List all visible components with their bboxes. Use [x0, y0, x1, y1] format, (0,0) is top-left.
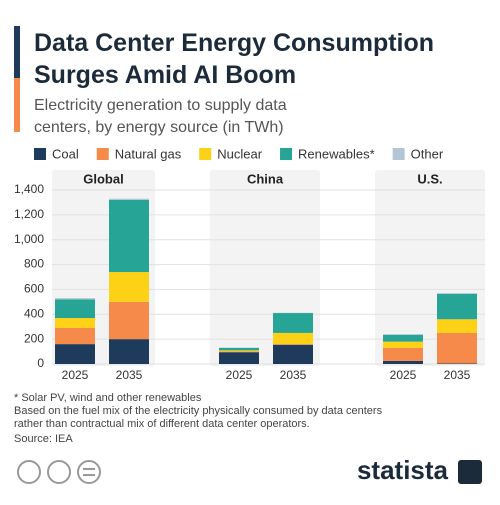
- bar-segment: [55, 318, 95, 328]
- bar-segment: [437, 319, 477, 333]
- bar-segment: [109, 272, 149, 302]
- y-tick-label: 800: [24, 257, 44, 271]
- footnote: rather than contractual mix of different…: [14, 418, 310, 430]
- brand-icon: [458, 460, 482, 484]
- bar-segment: [437, 333, 477, 363]
- footnote: * Solar PV, wind and other renewables: [14, 392, 202, 404]
- bar-segment: [437, 294, 477, 319]
- y-tick-label: 1,200: [14, 207, 44, 221]
- x-tick-label: 2035: [444, 368, 471, 382]
- bar-segment: [383, 335, 423, 342]
- bar-segment: [219, 350, 259, 351]
- x-tick-label: 2035: [280, 368, 307, 382]
- bar-segment: [109, 339, 149, 364]
- footnote: Based on the fuel mix of the electricity…: [14, 405, 383, 417]
- y-tick-label: 200: [24, 331, 44, 345]
- accent-bar: [14, 26, 20, 78]
- bar-segment: [437, 363, 477, 364]
- bar-segment: [273, 333, 313, 344]
- brand-logo: statista: [357, 455, 449, 485]
- bar-segment: [273, 313, 313, 333]
- bar-segment: [273, 345, 313, 364]
- bar-segment: [55, 299, 95, 318]
- source: Source: IEA: [14, 433, 73, 445]
- x-tick-label: 2025: [390, 368, 417, 382]
- y-tick-label: 1,000: [14, 232, 44, 246]
- y-tick-label: 400: [24, 306, 44, 320]
- bar-segment: [383, 334, 423, 335]
- legend-label: Natural gas: [115, 146, 182, 161]
- accent-bar: [14, 78, 20, 132]
- bar-segment: [55, 328, 95, 344]
- bar-segment: [109, 200, 149, 272]
- bar-segment: [55, 298, 95, 299]
- y-tick-label: 0: [37, 356, 44, 370]
- bar-segment: [383, 361, 423, 364]
- x-tick-label: 2025: [62, 368, 89, 382]
- bar-segment: [219, 352, 259, 353]
- legend-swatch: [393, 148, 405, 160]
- bar-segment: [109, 302, 149, 339]
- bar-segment: [55, 344, 95, 364]
- legend-label: Nuclear: [217, 146, 262, 161]
- legend-label: Other: [411, 146, 444, 161]
- x-tick-label: 2025: [226, 368, 253, 382]
- legend-swatch: [199, 148, 211, 160]
- bar-segment: [437, 293, 477, 294]
- bar-segment: [273, 344, 313, 345]
- legend-label: Renewables*: [298, 146, 375, 161]
- legend-swatch: [97, 148, 109, 160]
- license-icons: [18, 461, 100, 483]
- bar-segment: [109, 199, 149, 200]
- group-label: U.S.: [417, 171, 442, 186]
- y-tick-label: 600: [24, 282, 44, 296]
- group-label: Global: [83, 171, 123, 186]
- legend-label: Coal: [52, 146, 79, 161]
- bar-segment: [383, 348, 423, 361]
- y-tick-label: 1,400: [14, 182, 44, 196]
- bar-segment: [219, 352, 259, 364]
- group-label: China: [247, 171, 284, 186]
- legend-swatch: [34, 148, 46, 160]
- bar-segment: [383, 342, 423, 348]
- legend-swatch: [280, 148, 292, 160]
- bar-segment: [219, 348, 259, 350]
- x-tick-label: 2035: [116, 368, 143, 382]
